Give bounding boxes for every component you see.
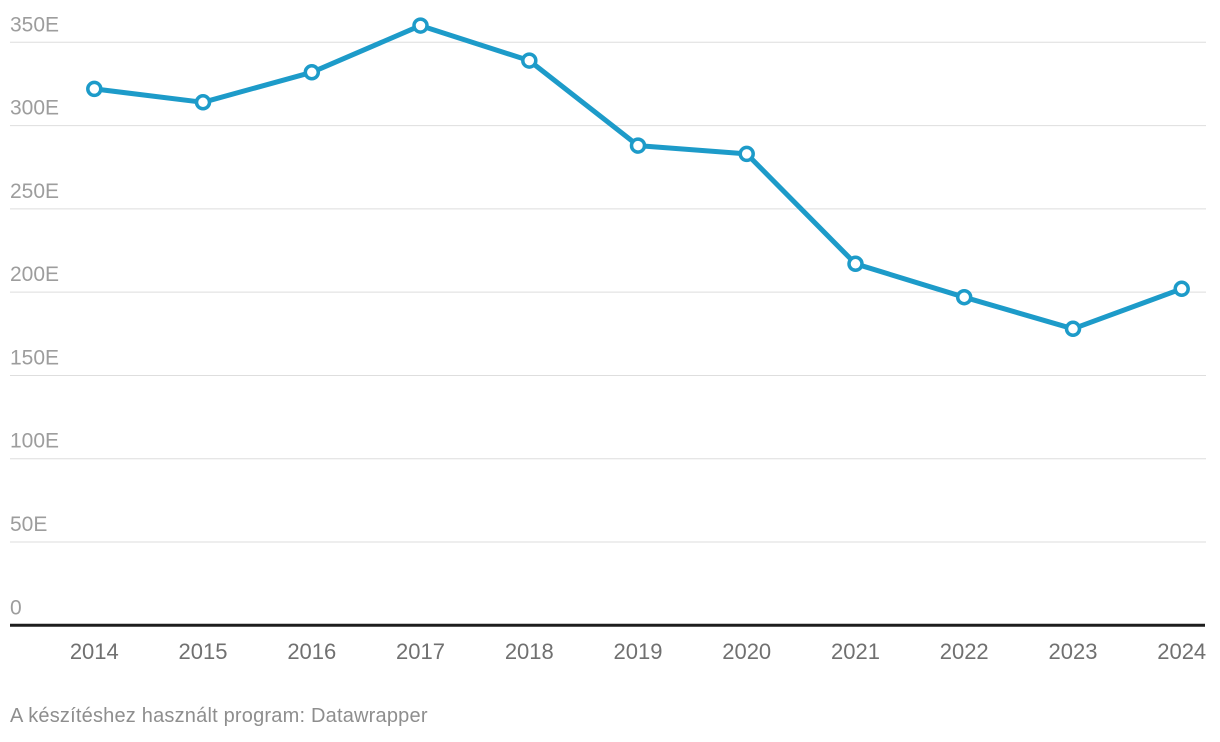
data-points [86,17,1190,338]
x-tick-label: 2018 [505,639,554,664]
y-tick-label: 200E [10,263,59,286]
x-tick-label: 2020 [722,639,771,664]
y-tick-label: 50E [10,513,47,536]
x-tick-label: 2016 [287,639,336,664]
x-tick-label: 2015 [179,639,228,664]
y-axis-labels: 0 50E 100E 150E 200E 250E 300E 350E [10,13,59,619]
data-line-path [91,23,1185,332]
x-tick-label: 2022 [940,639,989,664]
x-tick-label: 2019 [614,639,663,664]
chart-attribution: A készítéshez használt program: Datawrap… [10,705,428,727]
data-point-marker [303,64,321,81]
data-point-marker [629,137,647,154]
x-tick-label: 2024 [1157,639,1206,664]
y-tick-label: 350E [10,13,59,36]
y-tick-label: 0 [10,596,22,619]
data-point-marker [86,80,103,98]
x-axis-labels: 2014 2015 2016 2017 2018 2019 2020 2021 2022 2023… [70,639,1206,664]
data-line [91,23,1185,332]
y-tick-label: 150E [10,346,59,369]
x-tick-label: 2023 [1049,639,1098,664]
y-gridlines [10,41,1206,543]
x-tick-label: 2014 [70,639,119,664]
data-point-marker [1064,320,1082,338]
y-tick-label: 300E [10,97,59,120]
data-point-marker [521,52,538,69]
x-tick-label: 2021 [831,639,880,664]
x-tick-label: 2017 [396,639,445,664]
data-point-marker [1173,280,1190,298]
data-point-marker [738,145,755,163]
data-point-marker [194,94,212,111]
data-point-marker [847,255,864,273]
y-tick-label: 250E [10,180,59,203]
y-tick-label: 100E [10,430,59,453]
data-point-marker [955,288,973,306]
data-point-marker [412,17,429,34]
